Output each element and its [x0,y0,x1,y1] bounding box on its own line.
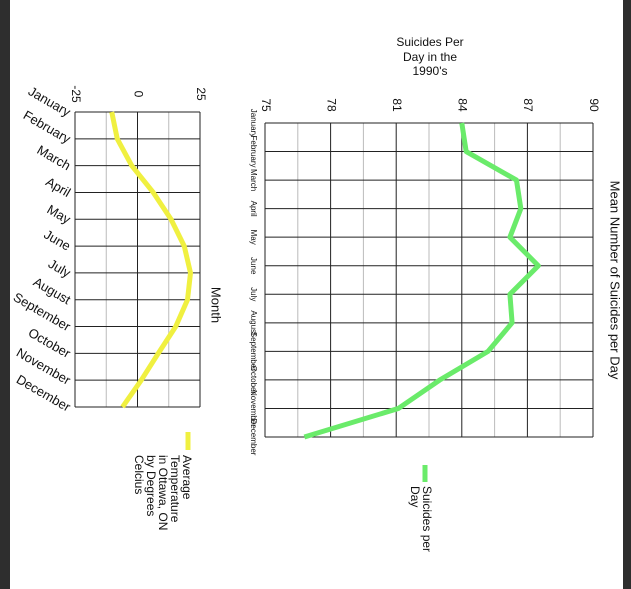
x-tick-label: October [249,366,258,395]
y-tick-label: 78 [324,98,338,112]
x-tick-label: May [45,202,74,228]
x-tick-label: February [249,136,258,168]
axis-title: Month [209,287,224,323]
x-tick-label: March [34,142,73,173]
x-tick-label: April [43,174,73,200]
x-tick-label: September [249,332,258,371]
y-tick-label: 90 [587,98,601,112]
legend-label: Suicides per Day [408,486,434,553]
axis-title: Mean Number of Suicides per Day [608,181,623,380]
data-line [109,111,193,409]
x-tick-label: April [249,201,258,217]
y-tick-label: -25 [69,85,83,103]
chart-title: Suicides Per Day in the 1990's [396,35,464,78]
x-tick-label: June [41,227,73,254]
x-tick-label: July [46,256,74,281]
x-tick-label: November [249,390,258,427]
x-tick-label: July [249,287,258,301]
x-tick-label: January [249,109,258,137]
y-tick-label: 0 [131,91,145,98]
x-tick-label: December [249,419,258,456]
frame [623,0,631,589]
x-tick-label: March [249,169,258,191]
y-tick-label: 75 [259,98,273,112]
x-tick-label: June [249,257,258,275]
legend-label: Average Temperature in Ottawa, ON by Deg… [132,455,194,531]
y-tick-label: 87 [521,98,535,112]
data-line [303,122,541,440]
y-tick-label: 84 [456,98,470,112]
x-tick-label: May [249,230,258,245]
y-tick-label: 81 [390,98,404,112]
frame [0,0,10,589]
y-tick-label: 25 [194,87,208,101]
x-tick-label: August [249,310,258,336]
